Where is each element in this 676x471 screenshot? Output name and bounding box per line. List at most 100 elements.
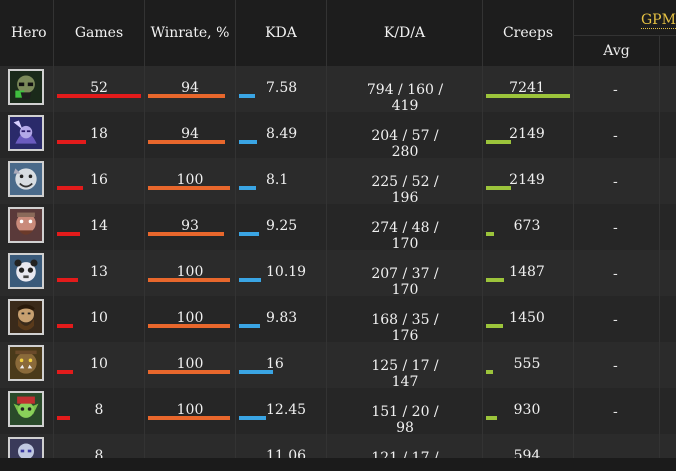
- kda-bar: [239, 416, 266, 420]
- table-header: Hero Games Winrate, % KDA K/D/A Creeps G…: [0, 0, 676, 66]
- creeps-value: 1487: [509, 264, 545, 280]
- winrate-bar: [148, 416, 230, 420]
- kda-value: 16: [266, 356, 284, 372]
- kd-a-value: 794 / 160 / 419: [366, 82, 444, 114]
- creeps-bar: [486, 186, 511, 190]
- table-cell: [0, 204, 54, 250]
- table-cell: [0, 66, 54, 112]
- games-bar: [57, 94, 141, 98]
- kda-bar: [239, 324, 260, 328]
- kd-a-value: 204 / 57 / 280: [371, 128, 439, 160]
- table-row[interactable]: 10 100 16 125 / 17 / 147 555 -: [0, 342, 676, 390]
- table-footer-strip: [0, 458, 676, 471]
- table-cell: [0, 434, 54, 471]
- table-cell: [327, 434, 483, 471]
- creeps-bar: [486, 232, 494, 236]
- table-cell: [236, 112, 327, 158]
- table-cell: [54, 434, 145, 471]
- winrate-bar: [148, 232, 224, 236]
- games-value: 18: [90, 126, 108, 142]
- undead-hero-portrait-icon[interactable]: [8, 69, 44, 105]
- creeps-value: 7241: [509, 80, 545, 96]
- table-cell: [54, 158, 145, 204]
- games-bar: [57, 186, 83, 190]
- table-cell: [483, 342, 574, 388]
- table-row[interactable]: 13 100 10.19 207 / 37 / 170 1487 -: [0, 250, 676, 298]
- table-row[interactable]: 10 100 9.83 168 / 35 / 176 1450 -: [0, 296, 676, 344]
- winrate-value: 94: [181, 80, 199, 96]
- col-header-kda[interactable]: KDA: [236, 0, 327, 66]
- table-row[interactable]: 18 94 8.49 204 / 57 / 280 2149 -: [0, 112, 676, 160]
- table-cell: [574, 112, 660, 158]
- winrate-value: 100: [176, 402, 204, 418]
- table-cell: [574, 250, 660, 296]
- col-header-kd-a[interactable]: K/D/A: [327, 0, 483, 66]
- table-row[interactable]: 8 100 12.45 151 / 20 / 98 930 -: [0, 388, 676, 436]
- col-header-hero[interactable]: Hero: [0, 0, 54, 66]
- col-header-gpm-avg[interactable]: Avg: [574, 36, 660, 66]
- goblin-hero-portrait-icon[interactable]: [8, 391, 44, 427]
- kd-a-header-label: K/D/A: [383, 25, 426, 41]
- kda-bar: [239, 94, 255, 98]
- table-cell: [327, 388, 483, 434]
- gpm-avg-value: -: [613, 174, 618, 190]
- gpm-avg-value: -: [613, 404, 618, 420]
- table-cell: [236, 204, 327, 250]
- table-cell: [0, 388, 54, 434]
- creeps-bar: [486, 140, 511, 144]
- table-cell: [483, 158, 574, 204]
- table-cell: [483, 66, 574, 112]
- col-header-gpm-next: [660, 36, 676, 66]
- gpm-header-title[interactable]: GPM: [641, 12, 676, 29]
- table-row[interactable]: 16 100 8.1 225 / 52 / 196 2149 -: [0, 158, 676, 206]
- human-hero-portrait-icon[interactable]: [8, 299, 44, 335]
- table-row[interactable]: 14 93 9.25 274 / 48 / 170 673 -: [0, 204, 676, 252]
- winrate-header-label: Winrate, %: [150, 25, 230, 41]
- table-cell: [327, 158, 483, 204]
- games-header-label: Games: [74, 25, 124, 41]
- gpm-avg-value: -: [613, 358, 618, 374]
- table-cell: [236, 342, 327, 388]
- kd-a-value: 274 / 48 / 170: [371, 220, 439, 252]
- table-cell: [574, 296, 660, 342]
- games-value: 13: [90, 264, 108, 280]
- games-value: 10: [90, 356, 108, 372]
- kda-value: 9.83: [266, 310, 298, 326]
- table-cell: [574, 158, 660, 204]
- table-cell: [236, 66, 327, 112]
- night-elf-hero-portrait-icon[interactable]: [8, 115, 44, 151]
- creeps-value: 555: [513, 356, 541, 372]
- dwarf-hero-portrait-icon[interactable]: [8, 207, 44, 243]
- table-cell: [327, 204, 483, 250]
- table-row[interactable]: 52 94 7.58 794 / 160 / 419 7241 -: [0, 66, 676, 114]
- col-header-creeps[interactable]: Creeps: [483, 0, 574, 66]
- table-cell: [145, 204, 236, 250]
- table-cell: [145, 158, 236, 204]
- kd-a-value: 207 / 37 / 170: [371, 266, 439, 298]
- table-cell: [327, 296, 483, 342]
- games-bar: [57, 324, 73, 328]
- table-cell: [145, 434, 236, 471]
- beast-hero-portrait-icon[interactable]: [8, 161, 44, 197]
- panda-hero-portrait-icon[interactable]: [8, 253, 44, 289]
- winrate-bar: [148, 140, 225, 144]
- gpm-group-header: GPM: [574, 0, 676, 36]
- gpm-avg-value: -: [613, 312, 618, 328]
- creeps-value: 673: [513, 218, 541, 234]
- winrate-value: 100: [176, 310, 204, 326]
- table-cell: [145, 112, 236, 158]
- table-cell: [145, 388, 236, 434]
- table-cell: [574, 388, 660, 434]
- winrate-value: 100: [176, 264, 204, 280]
- table-cell: [327, 66, 483, 112]
- kda-value: 12.45: [266, 402, 307, 418]
- orc-hero-portrait-icon[interactable]: [8, 345, 44, 381]
- col-header-winrate[interactable]: Winrate, %: [145, 0, 236, 66]
- gpm-avg-value: -: [613, 220, 618, 236]
- creeps-bar: [486, 94, 570, 98]
- kda-value: 9.25: [266, 218, 298, 234]
- table-cell: [574, 66, 660, 112]
- games-value: 8: [94, 448, 104, 464]
- col-header-games[interactable]: Games: [54, 0, 145, 66]
- kd-a-value: 125 / 17 / 147: [371, 358, 439, 390]
